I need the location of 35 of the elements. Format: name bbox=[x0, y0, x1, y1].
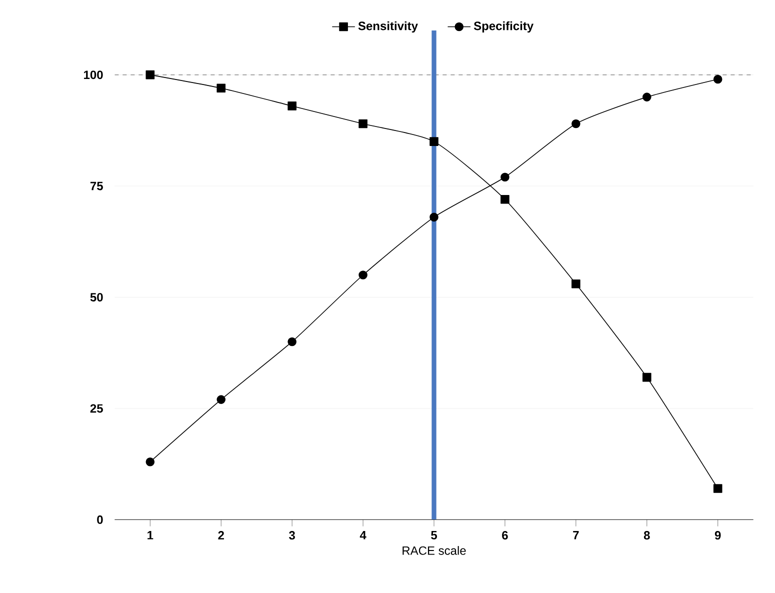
x-tick-label: 3 bbox=[289, 531, 295, 540]
point bbox=[572, 119, 580, 128]
x-tick-label: 8 bbox=[644, 531, 650, 540]
point bbox=[713, 484, 722, 493]
point bbox=[146, 70, 155, 80]
x-axis-title: RACE scale bbox=[402, 546, 466, 555]
point bbox=[713, 74, 722, 84]
point bbox=[642, 372, 652, 382]
y-tick-label: 25 bbox=[90, 404, 103, 413]
point bbox=[288, 337, 296, 346]
point bbox=[430, 212, 438, 222]
point bbox=[572, 280, 580, 288]
point bbox=[216, 395, 226, 404]
point bbox=[500, 194, 510, 204]
point bbox=[642, 92, 652, 102]
y-tick-label: 0 bbox=[97, 515, 103, 524]
point bbox=[216, 84, 226, 93]
x-tick-label: 2 bbox=[218, 531, 224, 540]
x-tick-label: 4 bbox=[360, 531, 366, 540]
x-tick-label: 6 bbox=[502, 531, 508, 540]
point bbox=[146, 457, 155, 466]
x-tick-label: 5 bbox=[431, 531, 437, 540]
x-tick-label: 7 bbox=[573, 531, 579, 540]
y-tick-label: 100 bbox=[84, 70, 103, 80]
point bbox=[358, 119, 368, 128]
y-tick-label: 50 bbox=[90, 292, 103, 302]
legend-label: Sensitivity bbox=[358, 21, 418, 33]
x-tick-label: 1 bbox=[148, 531, 154, 540]
point bbox=[288, 102, 296, 110]
point bbox=[358, 270, 368, 280]
y-tick-label: 75 bbox=[90, 182, 103, 190]
legend-label: Specificity bbox=[474, 21, 534, 33]
point bbox=[500, 172, 510, 182]
point bbox=[430, 137, 438, 146]
x-tick-label: 9 bbox=[714, 531, 721, 540]
